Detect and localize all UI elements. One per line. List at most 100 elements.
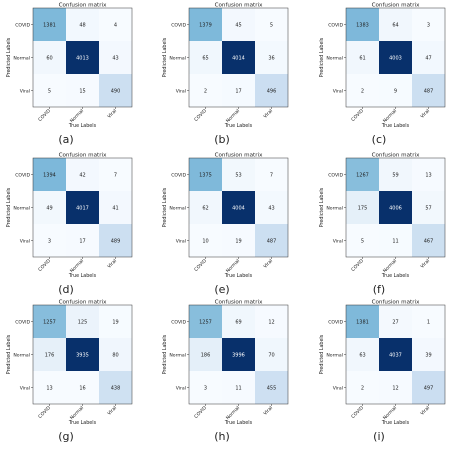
heatmap-cell	[255, 191, 288, 224]
heatmap-cell	[255, 305, 288, 338]
y-tick-label: COVID	[171, 319, 186, 325]
y-tick-label: Normal	[169, 352, 186, 358]
y-tick-label: Viral	[333, 385, 343, 391]
cell-value-label: 1381	[43, 23, 56, 29]
cell-value-label: 11	[392, 239, 398, 245]
heatmap-cell	[346, 41, 379, 74]
y-tick-label: Normal	[13, 352, 30, 358]
x-tick-label: COVID	[193, 108, 208, 123]
heatmap-cell	[379, 158, 412, 191]
heatmap-cell	[99, 224, 132, 257]
x-tick-label: COVID	[350, 258, 365, 273]
x-axis-label: True Labels	[381, 123, 410, 129]
panel-title: Confusion matrix	[372, 3, 421, 9]
y-tick-label: Normal	[13, 205, 30, 211]
cell-value-label: 1257	[43, 320, 56, 326]
cell-value-label: 186	[201, 353, 211, 359]
panel-label: (e)	[214, 283, 229, 296]
x-tick-label: Viral	[262, 405, 274, 417]
cell-value-label: 65	[202, 56, 208, 62]
y-tick-label: Viral	[176, 238, 186, 244]
heatmap-cell	[255, 8, 288, 41]
heatmap-cell	[66, 74, 99, 107]
y-tick-label: Normal	[326, 205, 343, 211]
heatmap-cell	[412, 371, 445, 404]
heatmap-cell	[66, 338, 99, 371]
cell-value-label: 41	[112, 206, 118, 212]
cell-value-label: 496	[267, 89, 277, 95]
y-tick-label: Viral	[176, 88, 186, 94]
x-tick-label: Viral	[262, 108, 274, 120]
cell-value-label: 11	[235, 386, 241, 392]
heatmap-cell	[189, 191, 222, 224]
cell-value-label: 12	[392, 386, 398, 392]
heatmap-cell	[33, 41, 66, 74]
panel-label: (d)	[58, 283, 74, 296]
x-tick-label: Viral	[106, 405, 118, 417]
cell-value-label: 4017	[76, 206, 89, 212]
cell-value-label: 497	[424, 386, 434, 392]
y-tick-label: COVID	[328, 172, 343, 178]
heatmap-cell	[379, 338, 412, 371]
cell-value-label: 17	[235, 89, 241, 95]
heatmap-cell	[255, 224, 288, 257]
x-tick-label: Viral	[419, 405, 431, 417]
heatmap-cell	[99, 74, 132, 107]
y-tick-label: COVID	[328, 319, 343, 325]
x-tick-label: Normal	[69, 258, 85, 274]
cell-value-label: 4004	[232, 206, 245, 212]
cell-value-label: 438	[111, 386, 121, 392]
heatmap-cell	[99, 41, 132, 74]
cell-value-label: 176	[45, 353, 55, 359]
panel-label: (i)	[373, 430, 385, 443]
y-tick-label: Normal	[169, 55, 186, 61]
y-tick-label: Normal	[169, 205, 186, 211]
x-axis-label: True Labels	[381, 420, 410, 426]
heatmap-cell	[189, 305, 222, 338]
heatmap-cell	[66, 191, 99, 224]
heatmap-cell	[66, 224, 99, 257]
y-tick-label: COVID	[328, 22, 343, 28]
heatmap-cell	[33, 224, 66, 257]
cell-value-label: 4006	[389, 206, 402, 212]
heatmap-cell	[33, 305, 66, 338]
heatmap-cell	[412, 224, 445, 257]
heatmap-cell	[99, 338, 132, 371]
heatmap-cell	[66, 371, 99, 404]
y-tick-label: Viral	[333, 88, 343, 94]
heatmap-cell	[412, 74, 445, 107]
x-tick-label: Normal	[225, 405, 241, 421]
cell-value-label: 48	[79, 23, 85, 29]
cell-value-label: 487	[267, 239, 277, 245]
cell-value-label: 64	[392, 23, 398, 29]
cell-value-label: 12	[268, 320, 274, 326]
y-axis-label: Predicted Labels	[162, 187, 168, 227]
cell-value-label: 53	[235, 173, 241, 179]
y-tick-label: COVID	[15, 22, 30, 28]
cell-value-label: 2	[361, 89, 364, 95]
y-tick-label: Viral	[20, 238, 30, 244]
heatmap-cell	[66, 8, 99, 41]
y-tick-label: Viral	[20, 385, 30, 391]
cell-value-label: 4037	[389, 353, 402, 359]
x-axis-label: True Labels	[381, 273, 410, 279]
heatmap-cell	[99, 8, 132, 41]
cell-value-label: 17	[79, 239, 85, 245]
heatmap-cell	[346, 8, 379, 41]
heatmap-cell	[379, 305, 412, 338]
cell-value-label: 4014	[232, 56, 245, 62]
heatmap-cell	[379, 41, 412, 74]
heatmap-cell	[346, 305, 379, 338]
panel-title: Confusion matrix	[59, 3, 108, 9]
heatmap-cell	[189, 371, 222, 404]
panel-title: Confusion matrix	[215, 153, 264, 159]
cell-value-label: 3996	[232, 353, 245, 359]
heatmap-cell	[33, 338, 66, 371]
cell-value-label: 69	[235, 320, 241, 326]
heatmap-cell	[222, 305, 255, 338]
panel-label: (b)	[214, 133, 230, 146]
cell-value-label: 27	[392, 320, 398, 326]
heatmap-cell	[346, 191, 379, 224]
heatmap-cell	[412, 8, 445, 41]
x-tick-label: Normal	[69, 108, 85, 124]
